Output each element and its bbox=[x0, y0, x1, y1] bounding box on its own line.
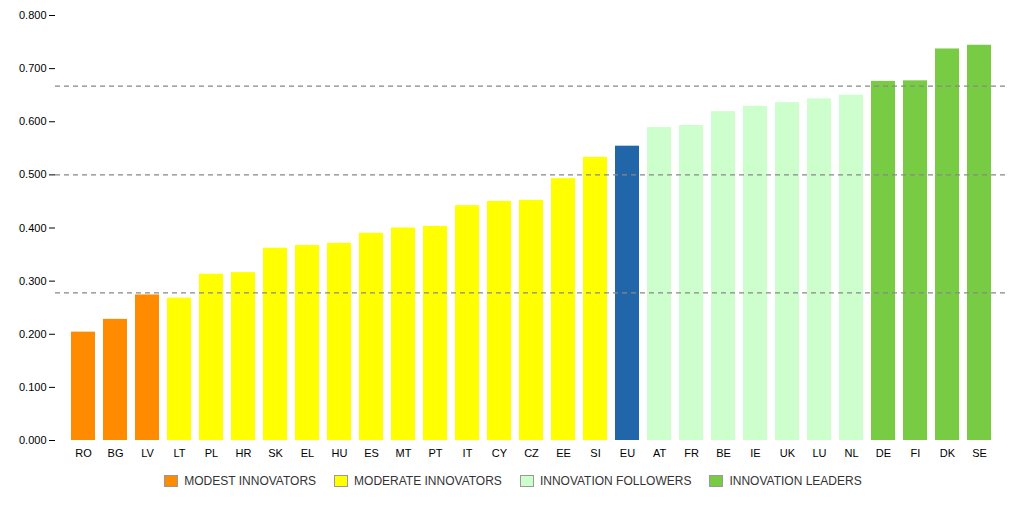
svg-text:0.700: 0.700 bbox=[19, 62, 47, 74]
svg-text:LU: LU bbox=[812, 447, 826, 459]
svg-text:0.000: 0.000 bbox=[19, 434, 47, 446]
svg-text:0.600: 0.600 bbox=[19, 115, 47, 127]
svg-text:EL: EL bbox=[301, 447, 314, 459]
svg-text:SE: SE bbox=[972, 447, 987, 459]
svg-text:FI: FI bbox=[911, 447, 921, 459]
svg-text:CZ: CZ bbox=[524, 447, 539, 459]
svg-text:BG: BG bbox=[108, 447, 124, 459]
svg-text:IT: IT bbox=[463, 447, 473, 459]
svg-text:PL: PL bbox=[205, 447, 218, 459]
svg-text:0.300: 0.300 bbox=[19, 275, 47, 287]
svg-text:SK: SK bbox=[268, 447, 283, 459]
svg-text:RO: RO bbox=[75, 447, 92, 459]
svg-text:EU: EU bbox=[620, 447, 635, 459]
svg-text:BE: BE bbox=[716, 447, 731, 459]
svg-text:UK: UK bbox=[780, 447, 796, 459]
svg-text:HU: HU bbox=[332, 447, 348, 459]
svg-text:AT: AT bbox=[653, 447, 667, 459]
svg-text:0.400: 0.400 bbox=[19, 222, 47, 234]
svg-text:EE: EE bbox=[556, 447, 571, 459]
svg-text:0.500: 0.500 bbox=[19, 168, 47, 180]
svg-text:CY: CY bbox=[492, 447, 508, 459]
html-text:MODERATE INNOVATORS: MODERATE INNOVATORS bbox=[354, 474, 502, 488]
svg-text:IE: IE bbox=[750, 447, 760, 459]
svg-text:FR: FR bbox=[684, 447, 699, 459]
svg-text:NL: NL bbox=[844, 447, 858, 459]
svg-text:LT: LT bbox=[173, 447, 185, 459]
svg-text:HR: HR bbox=[236, 447, 252, 459]
svg-text:LV: LV bbox=[141, 447, 154, 459]
svg-text:DK: DK bbox=[940, 447, 956, 459]
svg-text:MT: MT bbox=[396, 447, 412, 459]
svg-text:0.200: 0.200 bbox=[19, 328, 47, 340]
svg-text:ES: ES bbox=[364, 447, 379, 459]
html-text:INNOVATION FOLLOWERS: INNOVATION FOLLOWERS bbox=[539, 474, 692, 488]
svg-text:0.800: 0.800 bbox=[19, 9, 47, 21]
svg-text:DE: DE bbox=[876, 447, 891, 459]
html-text:INNOVATION LEADERS: INNOVATION LEADERS bbox=[729, 474, 862, 488]
html-text:MODEST INNOVATORS: MODEST INNOVATORS bbox=[184, 474, 317, 488]
svg-text:0.100: 0.100 bbox=[19, 381, 47, 393]
svg-text:PT: PT bbox=[428, 447, 442, 459]
svg-text:SI: SI bbox=[590, 447, 600, 459]
